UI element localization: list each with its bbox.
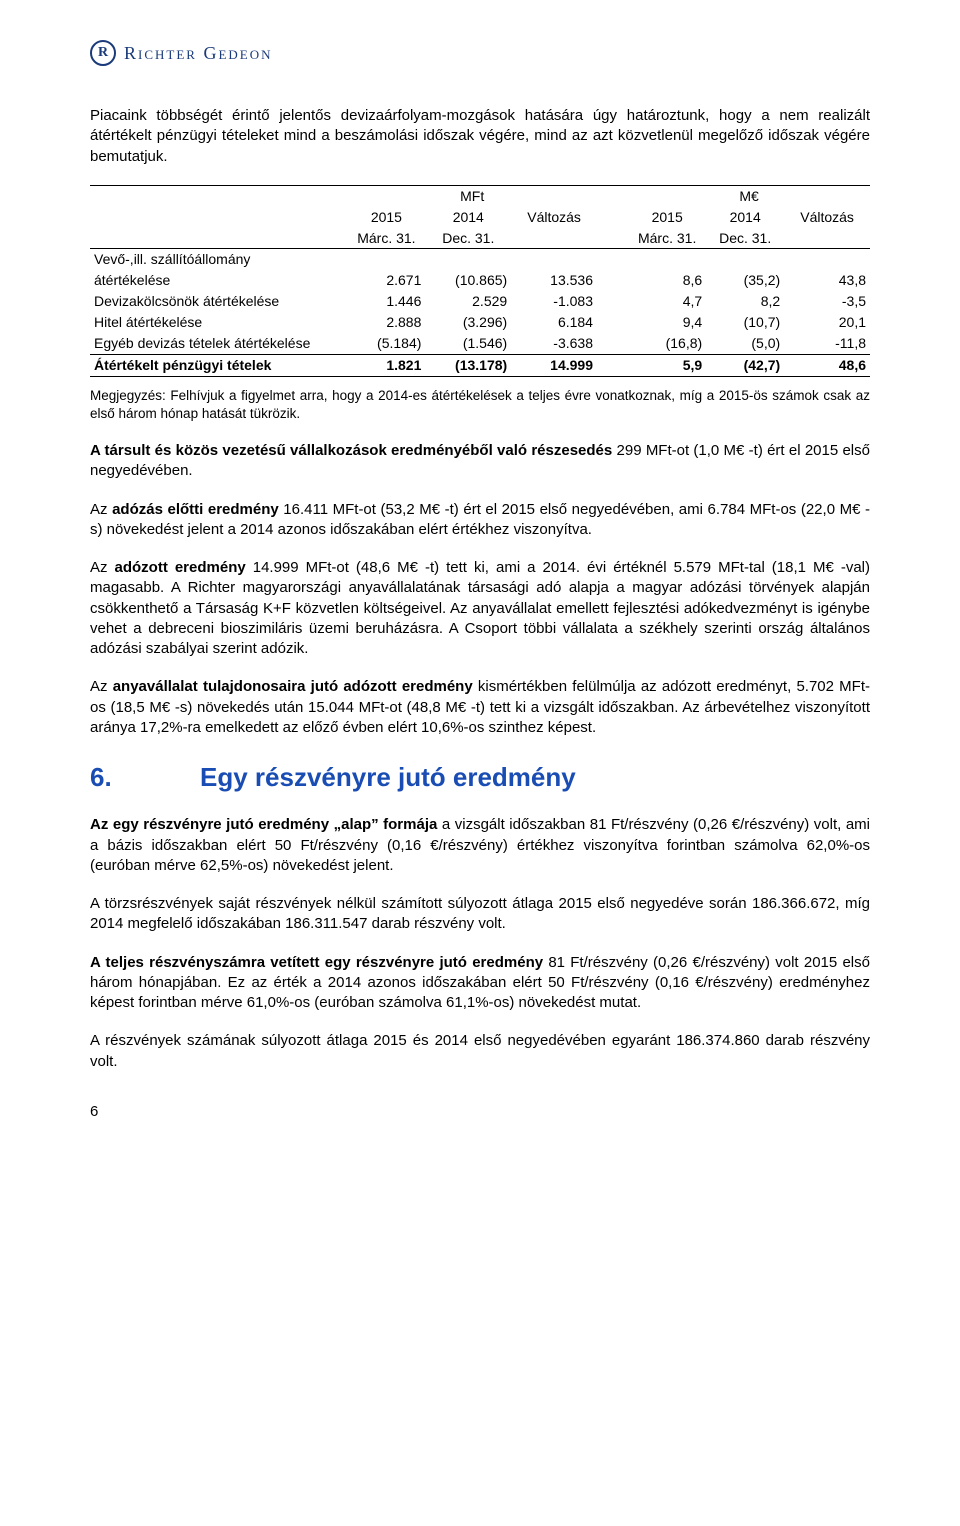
text-span: Az xyxy=(90,559,115,576)
company-name: Richter Gedeon xyxy=(124,41,273,65)
cell: (16,8) xyxy=(628,333,706,354)
cell: 6.184 xyxy=(511,312,597,333)
paragraph-torzs: A törzsrészvények saját részvények nélkü… xyxy=(90,894,870,935)
cell: 1.821 xyxy=(347,354,425,376)
col-valt-a: Változás xyxy=(511,207,597,228)
page-header: R Richter Gedeon xyxy=(90,40,870,66)
cell: -3,5 xyxy=(784,291,870,312)
paragraph-adozas-elotti: Az adózás előtti eredmény 16.411 MFt-ot … xyxy=(90,500,870,541)
col-sub-marc-b: Márc. 31. xyxy=(628,228,706,249)
revaluation-table: MFt M€ 2015 2014 Változás 2015 2014 Vált… xyxy=(90,185,870,377)
text-span: Az xyxy=(90,678,113,695)
cell: 8,6 xyxy=(628,270,706,291)
table-row: Hitel átértékelése 2.888 (3.296) 6.184 9… xyxy=(90,312,870,333)
bold-span: Az egy részvényre jutó eredmény „alap” f… xyxy=(90,816,437,833)
table-row-total: Átértékelt pénzügyi tételek 1.821 (13.17… xyxy=(90,354,870,376)
table-row: átértékelése 2.671 (10.865) 13.536 8,6 (… xyxy=(90,270,870,291)
cell: -11,8 xyxy=(784,333,870,354)
cell: -3.638 xyxy=(511,333,597,354)
section-number: 6. xyxy=(90,760,200,795)
row-label: Egyéb devizás tételek átértékelése xyxy=(90,333,347,354)
cell: (42,7) xyxy=(706,354,784,376)
bold-span: adózás előtti eredmény xyxy=(112,501,279,518)
cell: 5,9 xyxy=(628,354,706,376)
text-span: Az xyxy=(90,501,112,518)
cell: (13.178) xyxy=(425,354,511,376)
col-2014-a: 2014 xyxy=(425,207,511,228)
cell: (3.296) xyxy=(425,312,511,333)
intro-paragraph: Piacaink többségét érintő jelentős deviz… xyxy=(90,106,870,167)
col-group-mft: MFt xyxy=(347,185,597,206)
cell: (35,2) xyxy=(706,270,784,291)
table-note: Megjegyzés: Felhívjuk a figyelmet arra, … xyxy=(90,387,870,423)
cell: 14.999 xyxy=(511,354,597,376)
section-title: Egy részvényre jutó eredmény xyxy=(200,762,576,792)
cell: (5.184) xyxy=(347,333,425,354)
paragraph-reszvenyek: A részvények számának súlyozott átlaga 2… xyxy=(90,1031,870,1072)
cell: 43,8 xyxy=(784,270,870,291)
row-label: Hitel átértékelése xyxy=(90,312,347,333)
col-sub-marc-a: Márc. 31. xyxy=(347,228,425,249)
paragraph-tarsult: A társult és közös vezetésű vállalkozáso… xyxy=(90,441,870,482)
row0-label-line2: átértékelése xyxy=(90,270,347,291)
cell: (1.546) xyxy=(425,333,511,354)
cell: 8,2 xyxy=(706,291,784,312)
table-row: Egyéb devizás tételek átértékelése (5.18… xyxy=(90,333,870,354)
row-label: Átértékelt pénzügyi tételek xyxy=(90,354,347,376)
col-2014-b: 2014 xyxy=(706,207,784,228)
col-2015-b: 2015 xyxy=(628,207,706,228)
cell: (5,0) xyxy=(706,333,784,354)
cell: (10.865) xyxy=(425,270,511,291)
section-heading: 6.Egy részvényre jutó eredmény xyxy=(90,760,870,795)
paragraph-eps-alap: Az egy részvényre jutó eredmény „alap” f… xyxy=(90,815,870,876)
page-number: 6 xyxy=(90,1102,870,1122)
bold-span: adózott eredmény xyxy=(115,559,246,576)
col-sub-dec-a: Dec. 31. xyxy=(425,228,511,249)
row-label: Devizakölcsönök átértékelése xyxy=(90,291,347,312)
cell: 2.888 xyxy=(347,312,425,333)
cell: 48,6 xyxy=(784,354,870,376)
paragraph-teljes: A teljes részvényszámra vetített egy rés… xyxy=(90,953,870,1014)
cell: 1.446 xyxy=(347,291,425,312)
cell: 2.529 xyxy=(425,291,511,312)
cell: (10,7) xyxy=(706,312,784,333)
col-sub-dec-b: Dec. 31. xyxy=(706,228,784,249)
bold-span: anyavállalat tulajdonosaira jutó adózott… xyxy=(113,678,473,695)
col-2015-a: 2015 xyxy=(347,207,425,228)
cell: 2.671 xyxy=(347,270,425,291)
cell: 4,7 xyxy=(628,291,706,312)
col-group-meur: M€ xyxy=(628,185,870,206)
cell: 13.536 xyxy=(511,270,597,291)
col-valt-b: Változás xyxy=(784,207,870,228)
bold-span: A társult és közös vezetésű vállalkozáso… xyxy=(90,442,612,459)
cell: 20,1 xyxy=(784,312,870,333)
row0-label-line1: Vevő-,ill. szállítóállomány xyxy=(90,249,347,270)
table-row: Devizakölcsönök átértékelése 1.446 2.529… xyxy=(90,291,870,312)
cell: -1.083 xyxy=(511,291,597,312)
paragraph-anyavallalat: Az anyavállalat tulajdonosaira jutó adóz… xyxy=(90,677,870,738)
paragraph-adozott: Az adózott eredmény 14.999 MFt-ot (48,6 … xyxy=(90,558,870,659)
bold-span: A teljes részvényszámra vetített egy rés… xyxy=(90,954,543,971)
logo-icon: R xyxy=(90,40,116,66)
cell: 9,4 xyxy=(628,312,706,333)
